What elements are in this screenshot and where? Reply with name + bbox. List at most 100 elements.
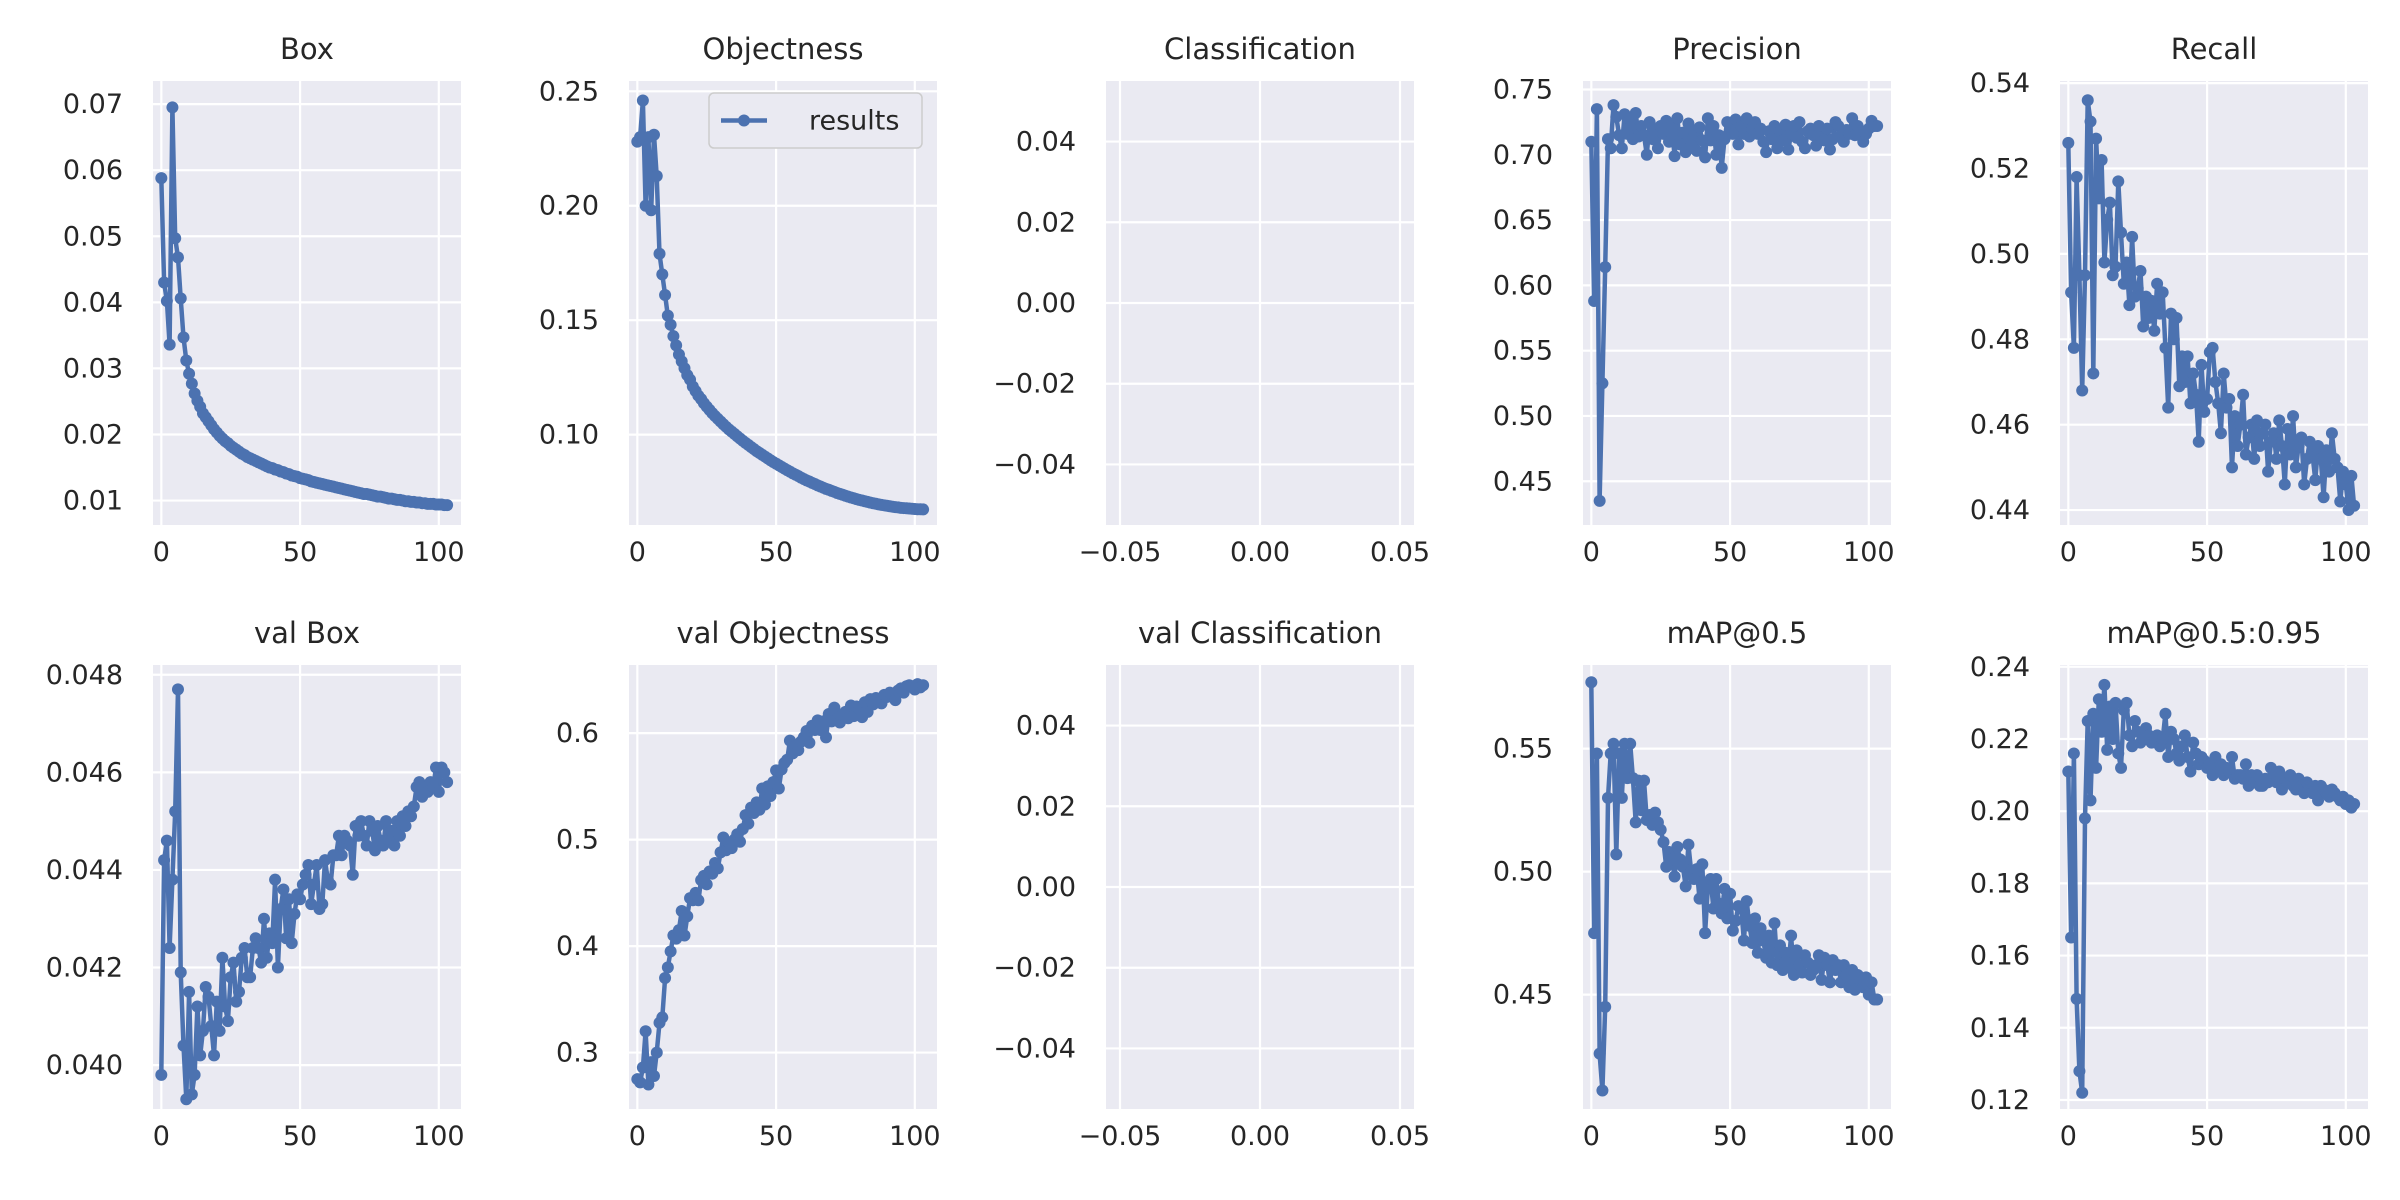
data-point	[208, 1049, 221, 1062]
data-point	[2170, 311, 2183, 324]
data-point	[670, 339, 683, 352]
y-tick-label: 0.20	[1970, 796, 2030, 827]
data-point	[1599, 261, 1612, 274]
y-tick-label: 0.16	[1970, 941, 2030, 972]
x-tick-label: 100	[413, 537, 465, 568]
data-point	[2181, 350, 2194, 363]
data-point	[2070, 992, 2083, 1005]
x-tick-label: 50	[1713, 1121, 1747, 1152]
data-point	[244, 971, 257, 984]
data-point	[2298, 478, 2311, 491]
y-tick-label: 0.46	[1970, 410, 2030, 441]
data-point	[177, 1039, 190, 1052]
data-point	[1604, 142, 1617, 155]
data-point	[1613, 747, 1626, 760]
y-tick-label: 0.00	[1016, 288, 1076, 319]
data-point	[2112, 175, 2125, 188]
subplot: 0 50 100 0.040 0.042 0.044 0.046 0.048 val Box	[46, 616, 465, 1152]
data-point	[645, 204, 658, 217]
data-point	[2325, 427, 2338, 440]
data-point	[344, 839, 357, 852]
data-point	[1724, 887, 1737, 900]
data-point	[1593, 1047, 1606, 1060]
x-tick-label: −0.05	[1079, 1121, 1162, 1152]
data-point	[2209, 375, 2222, 388]
data-point	[163, 338, 176, 351]
subplot-title: Objectness	[703, 32, 864, 66]
data-point	[2214, 427, 2227, 440]
data-point	[656, 1011, 669, 1024]
data-point	[2314, 452, 2327, 465]
y-tick-label: 0.70	[1493, 140, 1553, 171]
data-point	[1785, 929, 1798, 942]
data-point	[1588, 927, 1601, 940]
subplot-title: val Box	[254, 616, 360, 650]
data-point	[199, 981, 212, 994]
plot-area	[629, 81, 937, 525]
data-point	[2253, 440, 2266, 453]
data-point	[1679, 880, 1692, 893]
subplot: 0 50 100 0.44 0.46 0.48 0.50 0.52 0.54 Recall	[1970, 32, 2372, 568]
data-point	[2156, 286, 2169, 299]
y-tick-label: 0.60	[1493, 270, 1553, 301]
data-point	[2112, 747, 2125, 760]
y-tick-label: 0.04	[63, 287, 123, 318]
data-point	[636, 94, 649, 107]
data-point	[2106, 733, 2119, 745]
data-point	[2101, 213, 2114, 226]
data-point	[155, 172, 168, 185]
data-point	[2067, 341, 2080, 354]
data-point	[269, 873, 282, 886]
subplot: 0 50 100 0.10 0.15 0.20 0.25 Objectness results	[539, 32, 941, 568]
subplot: −0.05 0.00 0.05 −0.04 −0.02 0.00 0.02 0.04 Class…	[993, 32, 1430, 568]
data-point	[1696, 858, 1709, 871]
data-point	[160, 834, 173, 847]
x-tick-label: 0	[153, 537, 170, 568]
y-tick-label: 0.45	[1493, 466, 1553, 497]
data-point	[252, 941, 265, 954]
data-point	[2120, 256, 2133, 269]
data-point	[2167, 333, 2180, 346]
data-point	[639, 1025, 652, 1038]
data-point	[224, 971, 237, 984]
data-point	[1729, 914, 1742, 927]
data-point	[194, 1049, 207, 1062]
data-point	[1588, 295, 1601, 308]
data-point	[185, 1088, 198, 1101]
y-tick-label: 0.07	[63, 89, 123, 120]
data-point	[642, 1078, 655, 1091]
data-point	[2134, 264, 2147, 277]
data-point	[1699, 927, 1712, 940]
y-tick-label: 0.50	[1970, 239, 2030, 270]
y-tick-label: 0.04	[1016, 711, 1076, 742]
data-point	[1746, 936, 1759, 949]
y-tick-label: 0.3	[556, 1038, 599, 1069]
data-point	[1629, 106, 1642, 119]
data-point	[667, 330, 680, 343]
data-point	[160, 295, 173, 308]
plot-area	[1583, 665, 1891, 1109]
data-point	[1657, 836, 1670, 849]
y-tick-label: 0.45	[1493, 980, 1553, 1011]
data-point	[2223, 393, 2236, 406]
data-point	[1798, 142, 1811, 155]
data-point	[1760, 146, 1773, 159]
data-point	[1765, 133, 1778, 146]
data-point	[183, 985, 196, 998]
data-point	[664, 318, 677, 331]
x-tick-label: 0.00	[1230, 537, 1290, 568]
data-point	[1590, 103, 1603, 116]
data-point	[2320, 444, 2333, 457]
legend-marker	[738, 114, 750, 127]
data-point	[346, 868, 359, 881]
data-point	[1596, 377, 1609, 390]
subplot-title: mAP@0.5	[1667, 616, 1808, 650]
x-tick-label: 50	[759, 1121, 793, 1152]
data-point	[180, 354, 193, 367]
data-point	[1776, 134, 1789, 147]
y-tick-label: 0.02	[1016, 791, 1076, 822]
data-point	[2115, 761, 2128, 774]
data-point	[659, 288, 672, 301]
y-tick-label: 0.10	[539, 420, 599, 451]
data-point	[1726, 924, 1739, 937]
